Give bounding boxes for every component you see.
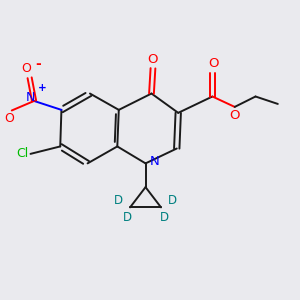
Text: -: - [36,57,41,71]
Text: D: D [114,194,123,207]
Text: N: N [150,155,159,168]
Text: N: N [26,92,35,104]
Text: +: + [38,83,47,94]
Text: O: O [21,62,31,75]
Text: D: D [123,211,132,224]
Text: O: O [208,57,218,70]
Text: O: O [148,53,158,66]
Text: O: O [4,112,14,125]
Text: Cl: Cl [16,147,28,161]
Text: O: O [230,109,240,122]
Text: D: D [168,194,177,207]
Text: D: D [159,211,169,224]
